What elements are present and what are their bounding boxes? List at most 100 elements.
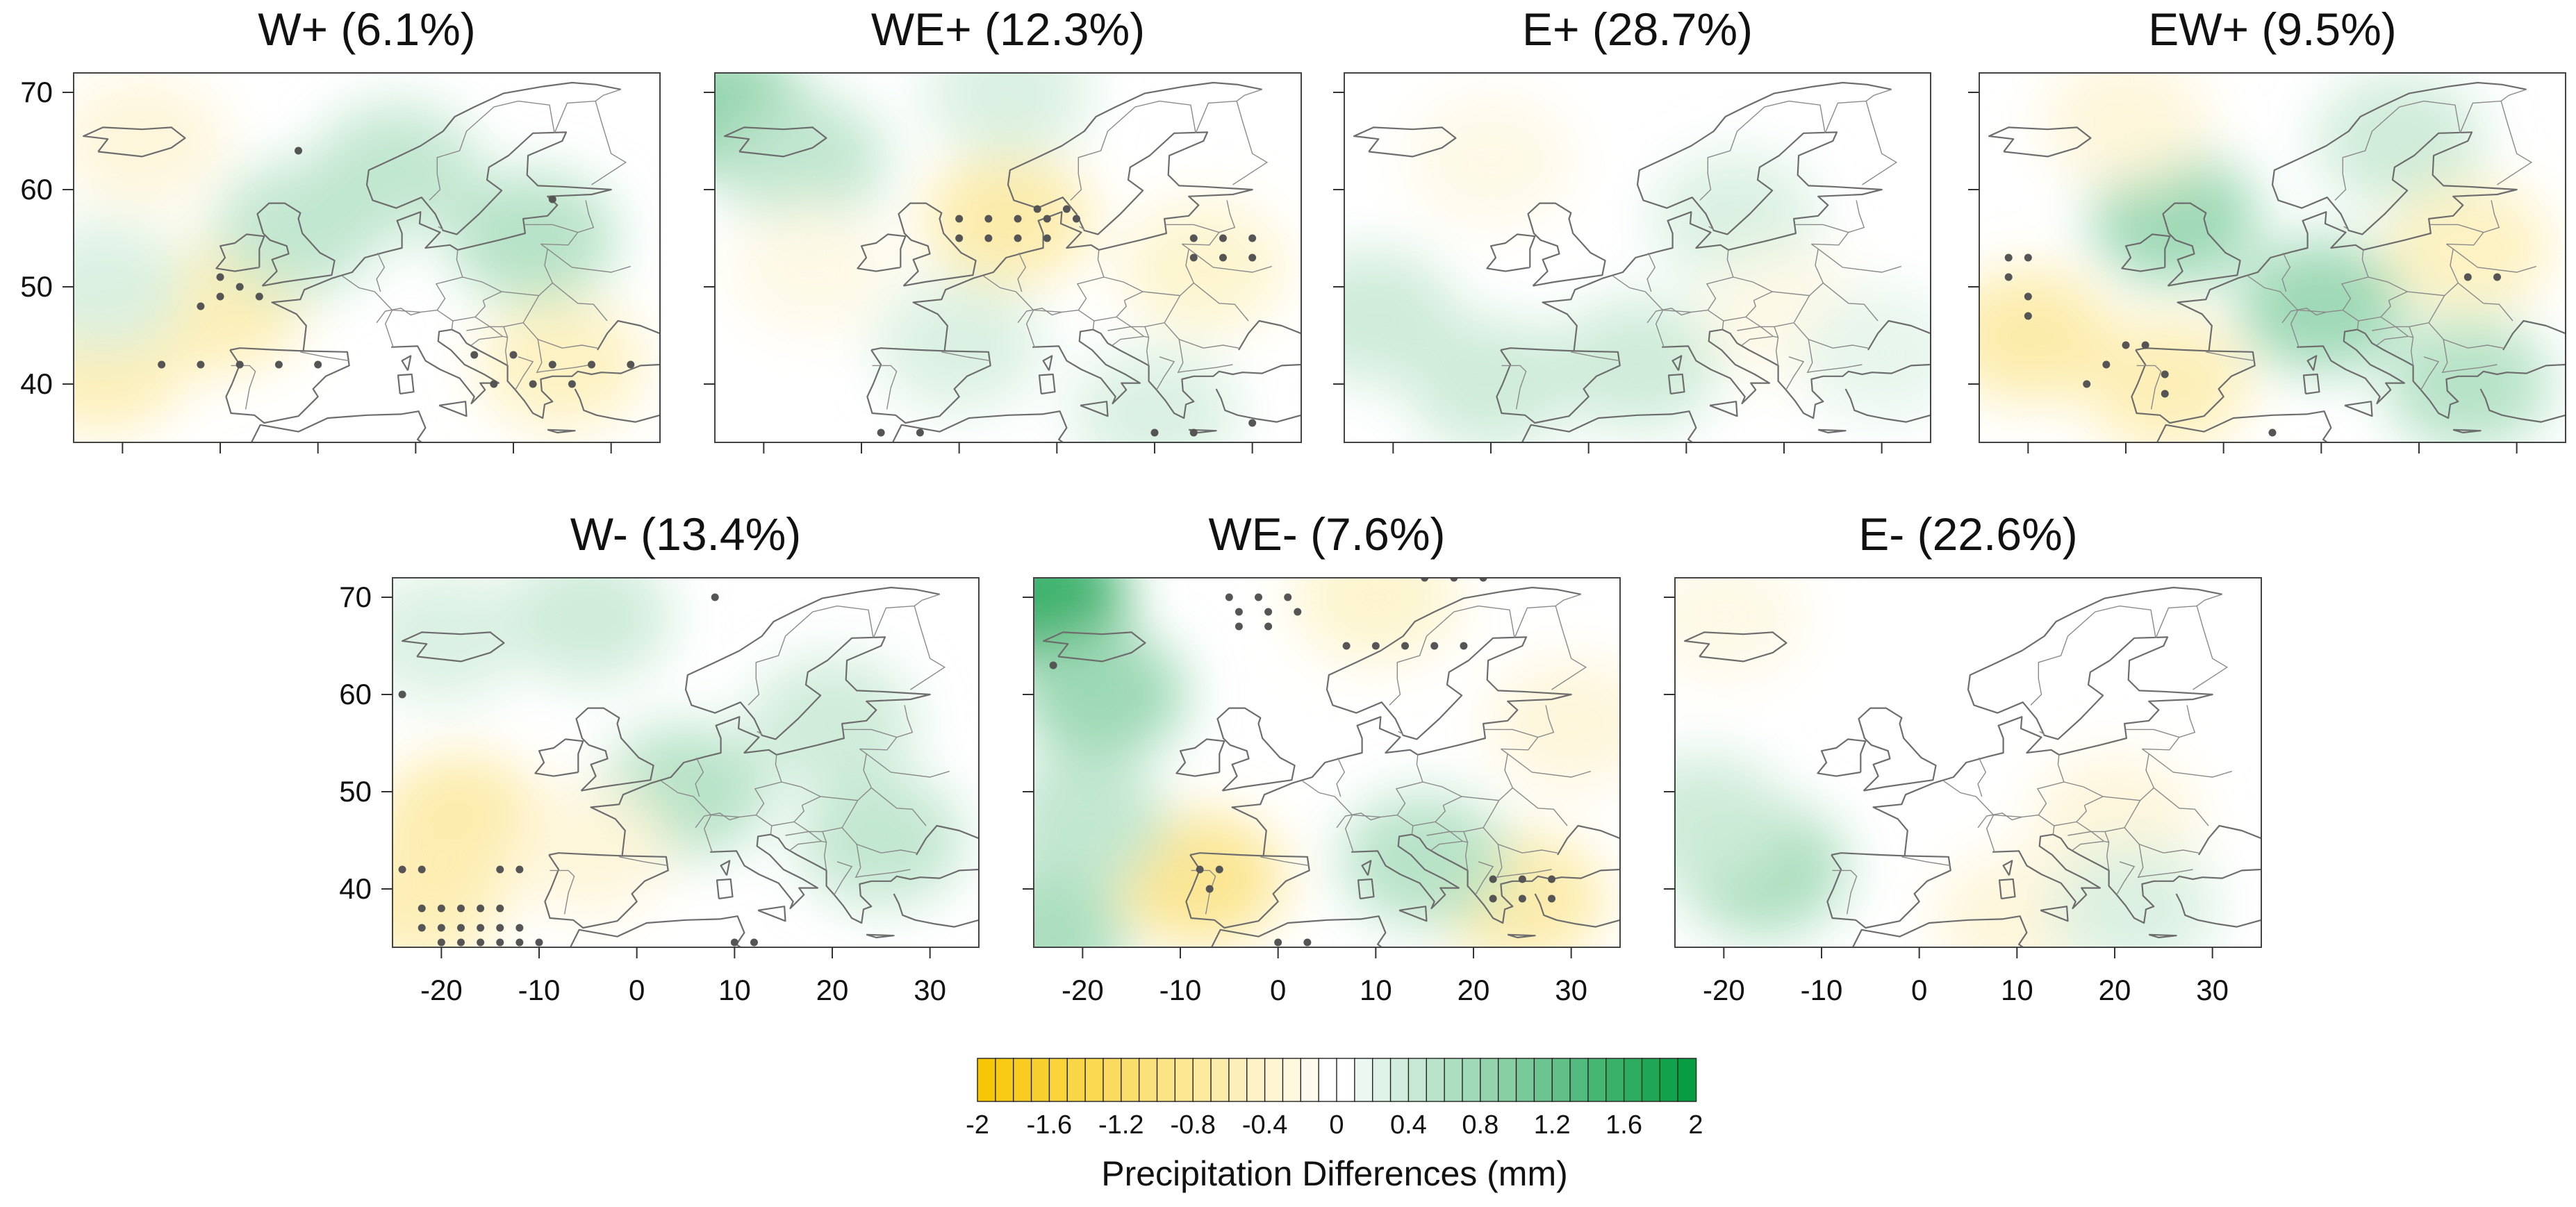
border <box>1646 308 1692 324</box>
panel-title: WE- (7.6%) <box>1208 508 1445 560</box>
border <box>1177 339 1233 374</box>
colorbar-cell <box>1480 1058 1499 1102</box>
border <box>2104 831 2110 871</box>
x-tick-label: 0 <box>1911 974 1927 1006</box>
coastline <box>2198 824 2261 856</box>
border <box>2441 339 2497 374</box>
x-tick-label: 10 <box>718 974 751 1006</box>
colorbar-cell <box>1623 1058 1643 1102</box>
plot-frame <box>1674 577 2262 948</box>
colorbar-tick-label: 0 <box>1329 1110 1344 1140</box>
anomaly-field <box>74 73 660 442</box>
coastline <box>1817 738 1867 777</box>
coastline <box>215 233 265 272</box>
axes: -20 -10 0 10 20 30 40 50 60 70 <box>339 581 946 1006</box>
significance-dot <box>1014 215 1022 223</box>
significance-dot <box>1049 661 1057 669</box>
x-tick-label: 0 <box>629 974 645 1006</box>
coastline <box>590 716 777 856</box>
border <box>2142 705 2196 751</box>
significance-dot <box>456 924 465 932</box>
coastlines <box>1684 586 2261 947</box>
panel-wplus: W+ (6.1%) 40 50 60 70 <box>20 3 661 453</box>
coastline <box>2131 347 2256 424</box>
significance-dot <box>1489 875 1497 883</box>
anomaly-blob <box>1407 94 1574 226</box>
border <box>711 754 782 818</box>
border <box>536 339 592 374</box>
border <box>1977 757 1987 797</box>
coastline <box>891 410 1068 442</box>
significance-dot <box>711 593 719 601</box>
coastline <box>250 410 427 442</box>
significance-dot <box>1150 428 1159 437</box>
significance-dot <box>916 428 924 437</box>
anomaly-blob <box>1979 269 2112 401</box>
coastline <box>2452 428 2482 434</box>
border <box>872 365 898 410</box>
coastline <box>684 586 940 756</box>
significance-dot <box>398 690 406 699</box>
border <box>941 351 991 362</box>
borders <box>1501 89 1902 410</box>
coastline <box>1684 631 1787 663</box>
coastlines <box>724 81 1301 442</box>
coastline <box>397 373 415 395</box>
significance-dot <box>955 234 964 242</box>
coastline <box>1361 860 1372 876</box>
panel-eplus: E+ (28.7%) <box>1333 3 1931 453</box>
significance-dot <box>1248 234 1257 242</box>
coastline <box>2344 401 2373 417</box>
plot-frame <box>1344 72 1931 443</box>
colorbar-cell <box>1444 1058 1464 1102</box>
border <box>914 594 940 607</box>
border <box>1431 840 1463 851</box>
coastline <box>1175 738 1225 777</box>
anomaly-field <box>1675 578 2261 947</box>
significance-dot <box>295 147 303 155</box>
panel-weplus: WE+ (12.3%) <box>704 3 1302 453</box>
border <box>1103 243 1195 297</box>
colorbar-tick-label: 0.4 <box>1390 1110 1427 1140</box>
plot-frame <box>714 72 1302 443</box>
significance-dot <box>535 938 543 947</box>
coastline <box>401 355 412 371</box>
colorbar-cell <box>1013 1058 1032 1102</box>
border <box>1193 282 1249 322</box>
border <box>873 605 946 690</box>
significance-dot <box>984 215 993 223</box>
anomaly-blob <box>1071 347 1238 442</box>
border <box>1422 748 1514 801</box>
significance-dot <box>984 234 993 242</box>
significance-dots <box>158 147 635 388</box>
anomaly-field <box>1979 73 2566 442</box>
panel-weminus: WE- (7.6%) -20 -10 0 10 20 30 <box>1023 508 1621 1006</box>
border <box>1017 252 1027 292</box>
border <box>1463 831 1469 871</box>
significance-dots <box>877 205 1257 437</box>
coastline <box>1867 319 1931 351</box>
coastline <box>2502 319 2566 351</box>
significance-dot <box>496 938 504 947</box>
border <box>1188 248 1273 273</box>
coastline <box>451 328 660 419</box>
anomaly-blob <box>925 153 1091 285</box>
significance-dot <box>216 292 224 301</box>
border <box>2116 861 2136 895</box>
border <box>2429 224 2484 233</box>
x-tick-label: 0 <box>1270 974 1286 1006</box>
border <box>1336 813 1381 829</box>
significance-dot <box>197 302 205 310</box>
significance-dot <box>418 904 426 913</box>
significance-dot <box>2024 312 2032 320</box>
coastline <box>893 893 979 928</box>
border <box>770 825 773 835</box>
significance-dot <box>1479 578 1487 582</box>
border <box>1352 754 1423 818</box>
significance-dot <box>1548 894 1556 903</box>
x-tick-label: 30 <box>914 974 946 1006</box>
border <box>547 248 631 273</box>
coastline <box>391 328 500 405</box>
significance-dot <box>1196 865 1204 874</box>
x-tick-label: 10 <box>1360 974 1392 1006</box>
